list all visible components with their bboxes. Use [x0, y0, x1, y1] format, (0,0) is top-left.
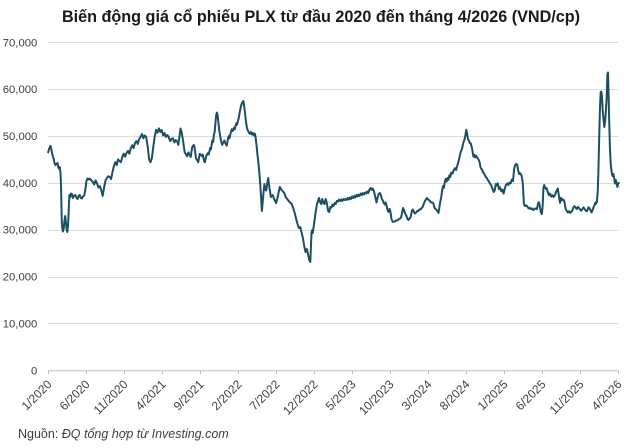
svg-text:50,000: 50,000: [3, 131, 38, 143]
svg-text:70,000: 70,000: [3, 37, 38, 49]
svg-text:10,000: 10,000: [3, 318, 38, 330]
svg-text:20,000: 20,000: [3, 272, 38, 284]
svg-text:Biến động giá cổ phiếu PLX từ: Biến động giá cổ phiếu PLX từ đầu 2020 đ…: [62, 8, 580, 26]
svg-text:60,000: 60,000: [3, 84, 38, 96]
svg-text:Nguồn: ĐQ tổng hợp từ Investin: Nguồn: ĐQ tổng hợp từ Investing.com: [18, 427, 229, 441]
svg-text:40,000: 40,000: [3, 178, 38, 190]
svg-text:0: 0: [31, 365, 37, 377]
svg-text:30,000: 30,000: [3, 225, 38, 237]
